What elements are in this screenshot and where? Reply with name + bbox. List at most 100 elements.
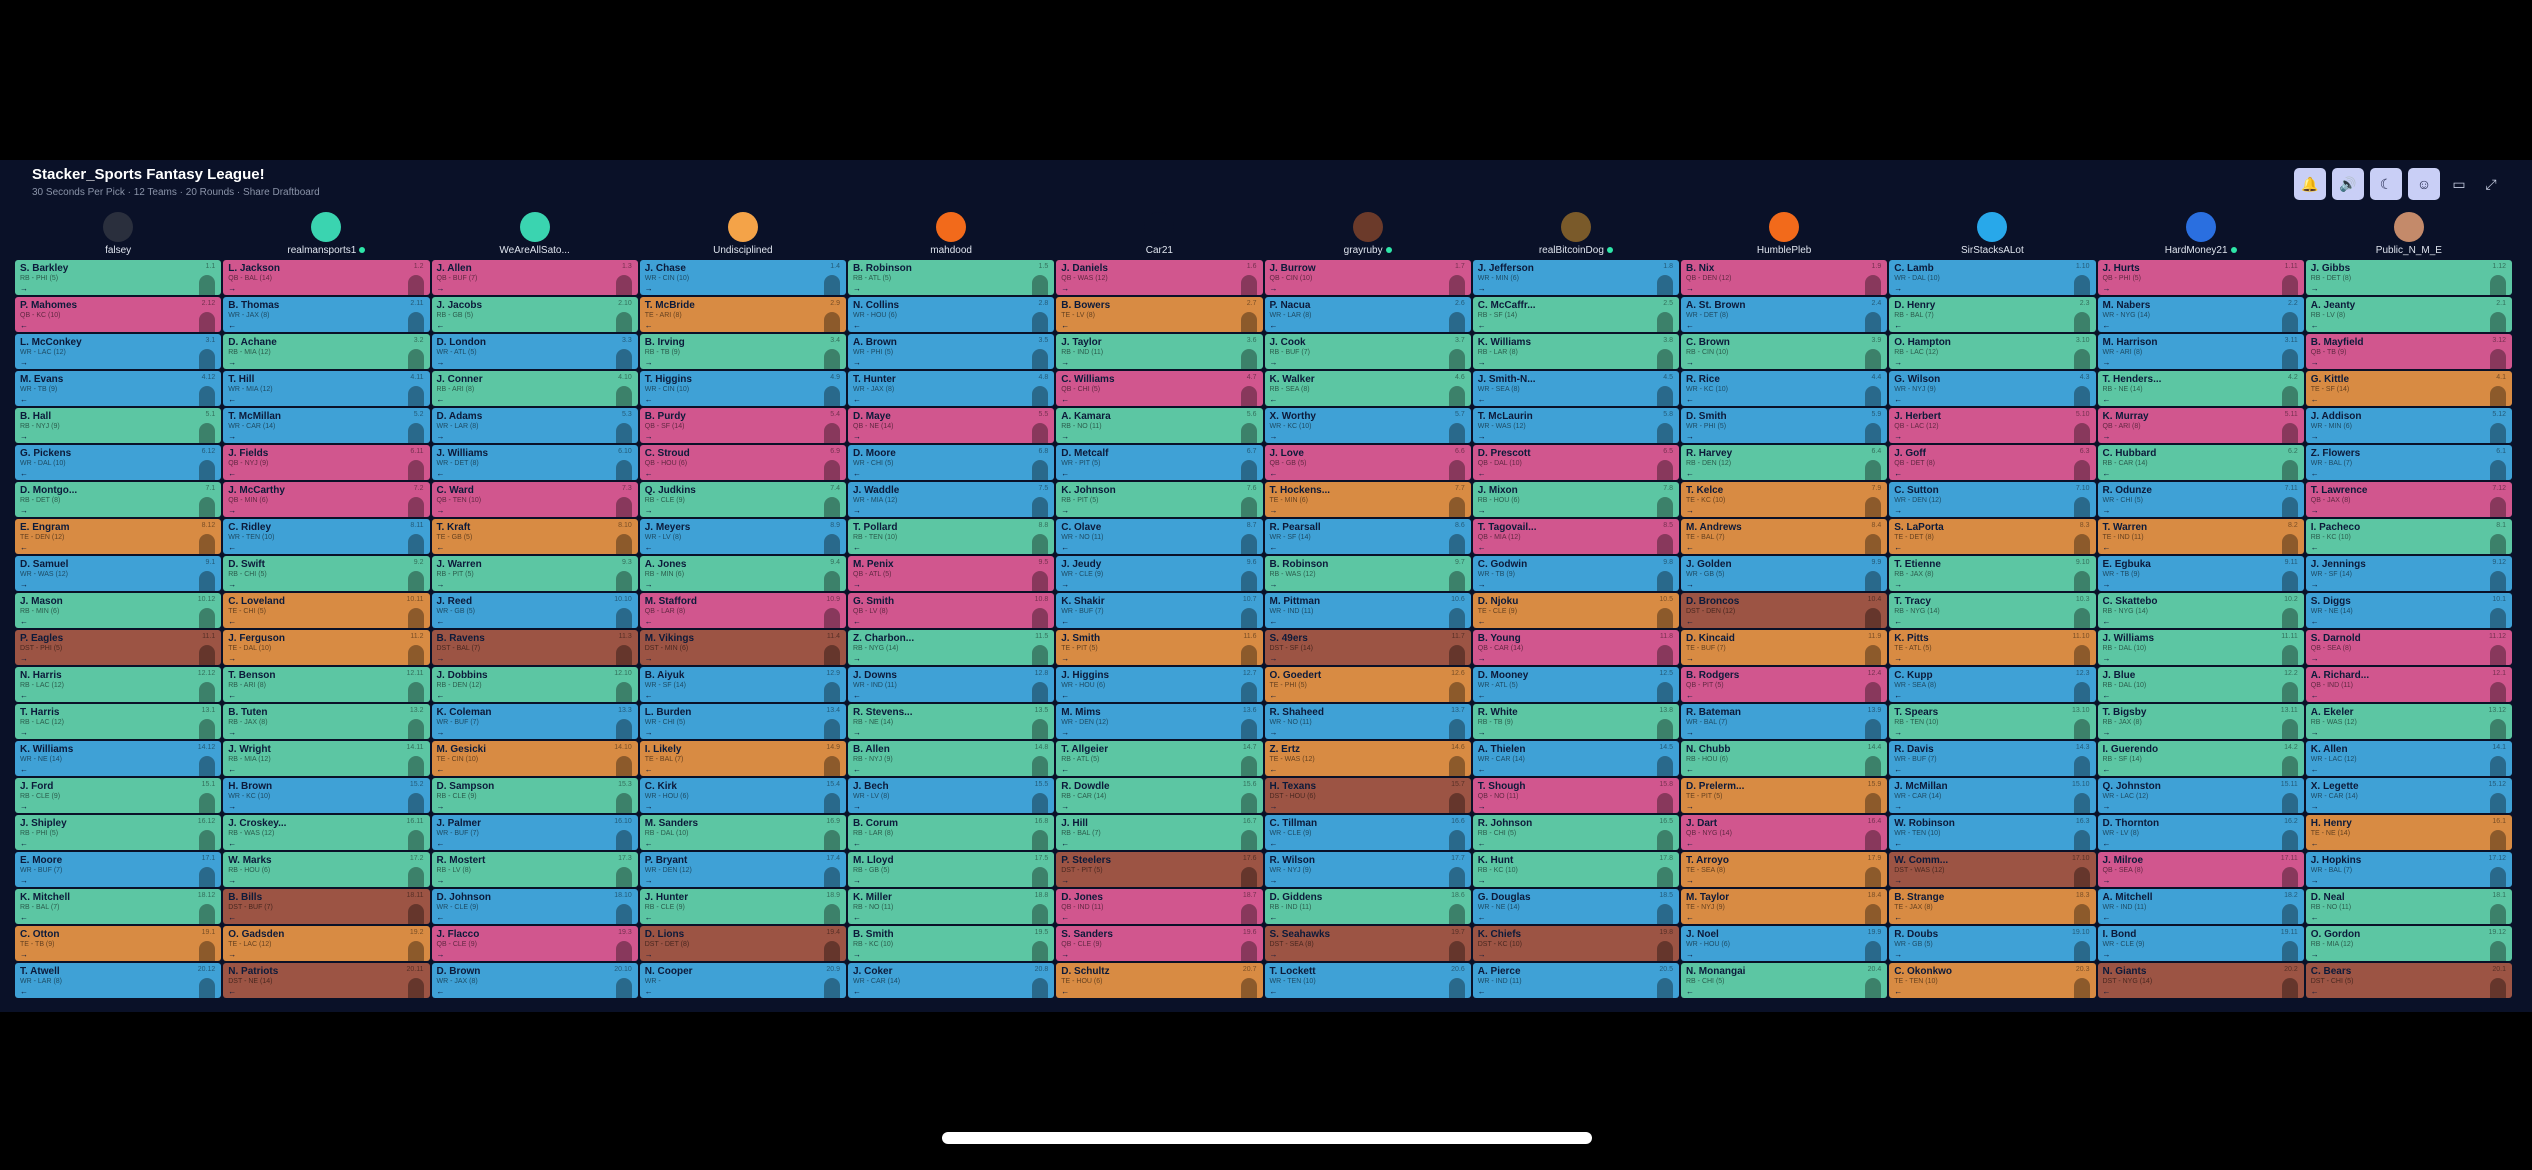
pick-cell[interactable]: Q. Johnston 15.11 WR - LAC (12) → bbox=[2097, 778, 2304, 813]
pick-cell[interactable]: B. Corum 16.8 RB - LAR (8) ← bbox=[848, 815, 1055, 850]
pick-cell[interactable]: T. Benson 12.11 RB - ARI (8) ← bbox=[223, 667, 430, 702]
pick-cell[interactable]: J. Love 6.6 QB - GB (5) ← bbox=[1264, 445, 1471, 480]
avatar[interactable] bbox=[2393, 212, 2424, 242]
pick-cell[interactable]: J. Downs 12.8 WR - IND (11) ← bbox=[848, 667, 1055, 702]
pick-cell[interactable]: D. Sampson 15.3 RB - CLE (9) → bbox=[431, 778, 638, 813]
pick-cell[interactable]: T. McLaurin 5.8 WR - WAS (12) → bbox=[1472, 408, 1679, 443]
pick-cell[interactable]: J. Jefferson 1.8 WR - MIN (6) → bbox=[1472, 260, 1679, 295]
pick-cell[interactable]: S. Sanders 19.6 QB - CLE (9) → bbox=[1056, 926, 1263, 961]
pick-cell[interactable]: D. Schultz 20.7 TE - HOU (6) ← bbox=[1056, 963, 1263, 998]
pick-cell[interactable]: M. Mims 13.6 WR - DEN (12) → bbox=[1056, 704, 1263, 739]
avatar[interactable] bbox=[1352, 212, 1383, 242]
pick-cell[interactable]: L. Burden 13.4 WR - CHI (5) → bbox=[639, 704, 846, 739]
pick-cell[interactable]: X. Legette 15.12 WR - CAR (14) → bbox=[2305, 778, 2512, 813]
pick-cell[interactable]: T. Lockett 20.6 WR - TEN (10) ← bbox=[1264, 963, 1471, 998]
pick-cell[interactable]: B. Robinson 1.5 RB - ATL (5) → bbox=[848, 260, 1055, 295]
pick-cell[interactable]: T. Tracy 10.3 RB - NYG (14) ← bbox=[1889, 593, 2096, 628]
pick-cell[interactable]: M. Lloyd 17.5 RB - GB (5) → bbox=[848, 852, 1055, 887]
pick-cell[interactable]: J. Burrow 1.7 QB - CIN (10) → bbox=[1264, 260, 1471, 295]
pick-cell[interactable]: C. Sutton 7.10 WR - DEN (12) → bbox=[1889, 482, 2096, 517]
pick-cell[interactable]: T. McBride 2.9 TE - ARI (8) ← bbox=[639, 297, 846, 332]
avatar[interactable] bbox=[727, 212, 758, 242]
pick-cell[interactable]: J. Smith 11.6 TE - PIT (5) → bbox=[1056, 630, 1263, 665]
pick-cell[interactable]: B. Bills 18.11 DST - BUF (7) ← bbox=[223, 889, 430, 924]
pick-cell[interactable]: R. Harvey 6.4 RB - DEN (12) ← bbox=[1681, 445, 1888, 480]
pick-cell[interactable]: D. Giddens 18.6 RB - IND (11) ← bbox=[1264, 889, 1471, 924]
pick-cell[interactable]: J. Jennings 9.12 WR - SF (14) → bbox=[2305, 556, 2512, 591]
team-column-header[interactable]: falsey bbox=[15, 212, 221, 257]
pick-cell[interactable]: D. Montgo... 7.1 RB - DET (8) → bbox=[15, 482, 222, 517]
pick-cell[interactable]: E. Egbuka 9.11 WR - TB (9) → bbox=[2097, 556, 2304, 591]
pick-cell[interactable]: M. Sanders 16.9 RB - DAL (10) ← bbox=[639, 815, 846, 850]
pick-cell[interactable]: M. Pittman 10.6 WR - IND (11) ← bbox=[1264, 593, 1471, 628]
pick-cell[interactable]: R. Stevens... 13.5 RB - NE (14) → bbox=[848, 704, 1055, 739]
pick-cell[interactable]: D. Moore 6.8 WR - CHI (5) ← bbox=[848, 445, 1055, 480]
pick-cell[interactable]: T. Kelce 7.9 TE - KC (10) → bbox=[1681, 482, 1888, 517]
pick-cell[interactable]: B. Strange 18.3 TE - JAX (8) ← bbox=[1889, 889, 2096, 924]
pick-cell[interactable]: R. Odunze 7.11 WR - CHI (5) → bbox=[2097, 482, 2304, 517]
pick-cell[interactable]: I. Bond 19.11 WR - CLE (9) → bbox=[2097, 926, 2304, 961]
pick-cell[interactable]: R. Wilson 17.7 WR - NYJ (9) → bbox=[1264, 852, 1471, 887]
pick-cell[interactable]: D. Samuel 9.1 WR - WAS (12) → bbox=[15, 556, 222, 591]
pick-cell[interactable]: J. Bech 15.5 WR - LV (8) → bbox=[848, 778, 1055, 813]
pick-cell[interactable]: Z. Charbon... 11.5 RB - NYG (14) → bbox=[848, 630, 1055, 665]
pick-cell[interactable]: R. Mostert 17.3 RB - LV (8) → bbox=[431, 852, 638, 887]
pick-cell[interactable]: N. Collins 2.8 WR - HOU (6) ← bbox=[848, 297, 1055, 332]
pick-cell[interactable]: J. Dobbins 12.10 RB - DEN (12) ← bbox=[431, 667, 638, 702]
pick-cell[interactable]: T. Henders... 4.2 RB - NE (14) ← bbox=[2097, 371, 2304, 406]
pick-cell[interactable]: D. London 3.3 WR - ATL (5) → bbox=[431, 334, 638, 369]
pick-cell[interactable]: J. Jeudy 9.6 WR - CLE (9) → bbox=[1056, 556, 1263, 591]
pick-cell[interactable]: J. Daniels 1.6 QB - WAS (12) → bbox=[1056, 260, 1263, 295]
pick-cell[interactable]: M. Penix 9.5 QB - ATL (5) → bbox=[848, 556, 1055, 591]
pick-cell[interactable]: J. Addison 5.12 WR - MIN (6) → bbox=[2305, 408, 2512, 443]
pick-cell[interactable]: D. Brown 20.10 WR - JAX (8) ← bbox=[431, 963, 638, 998]
pick-cell[interactable]: B. Smith 19.5 RB - KC (10) → bbox=[848, 926, 1055, 961]
pick-cell[interactable]: T. Spears 13.10 RB - TEN (10) → bbox=[1889, 704, 2096, 739]
avatar[interactable] bbox=[1144, 212, 1175, 242]
pick-cell[interactable]: C. Kupp 12.3 WR - SEA (8) ← bbox=[1889, 667, 2096, 702]
pick-cell[interactable]: K. Pitts 11.10 TE - ATL (5) → bbox=[1889, 630, 2096, 665]
pick-cell[interactable]: T. Atwell 20.12 WR - LAR (8) ← bbox=[15, 963, 222, 998]
pick-cell[interactable]: J. Wright 14.11 RB - MIA (12) ← bbox=[223, 741, 430, 776]
pick-cell[interactable]: M. Stafford 10.9 QB - LAR (8) ← bbox=[639, 593, 846, 628]
pick-cell[interactable]: A. Pierce 20.5 WR - IND (11) ← bbox=[1472, 963, 1679, 998]
pick-cell[interactable]: S. Darnold 11.12 QB - SEA (8) → bbox=[2305, 630, 2512, 665]
pick-cell[interactable]: C. Lamb 1.10 WR - DAL (10) → bbox=[1889, 260, 2096, 295]
pick-cell[interactable]: J. Hunter 18.9 RB - CLE (9) ← bbox=[639, 889, 846, 924]
pick-cell[interactable]: D. Mooney 12.5 WR - ATL (5) ← bbox=[1472, 667, 1679, 702]
team-column-header[interactable]: HardMoney21 bbox=[2098, 212, 2304, 257]
pick-cell[interactable]: K. Walker 4.6 RB - SEA (8) ← bbox=[1264, 371, 1471, 406]
pick-cell[interactable]: T. Tagovail... 8.5 QB - MIA (12) ← bbox=[1472, 519, 1679, 554]
pick-cell[interactable]: B. Allen 14.8 RB - NYJ (9) ← bbox=[848, 741, 1055, 776]
pick-cell[interactable]: J. Herbert 5.10 QB - LAC (12) → bbox=[1889, 408, 2096, 443]
pick-cell[interactable]: J. Blue 12.2 RB - DAL (10) ← bbox=[2097, 667, 2304, 702]
pick-cell[interactable]: K. Coleman 13.3 WR - BUF (7) → bbox=[431, 704, 638, 739]
pick-cell[interactable]: Z. Flowers 6.1 WR - BAL (7) ← bbox=[2305, 445, 2512, 480]
pick-cell[interactable]: T. Lawrence 7.12 QB - JAX (8) → bbox=[2305, 482, 2512, 517]
team-column-header[interactable]: mahdood bbox=[848, 212, 1054, 257]
pick-cell[interactable]: J. Palmer 16.10 WR - BUF (7) ← bbox=[431, 815, 638, 850]
pick-cell[interactable]: J. Higgins 12.7 WR - HOU (6) ← bbox=[1056, 667, 1263, 702]
pick-cell[interactable]: O. Gadsden 19.2 TE - LAC (12) → bbox=[223, 926, 430, 961]
pick-cell[interactable]: A. Ekeler 13.12 RB - WAS (12) → bbox=[2305, 704, 2512, 739]
pick-cell[interactable]: C. Stroud 6.9 QB - HOU (6) ← bbox=[639, 445, 846, 480]
pick-cell[interactable]: S. LaPorta 8.3 TE - DET (8) ← bbox=[1889, 519, 2096, 554]
pick-cell[interactable]: R. Davis 14.3 WR - BUF (7) ← bbox=[1889, 741, 2096, 776]
avatar[interactable] bbox=[936, 212, 967, 242]
avatar[interactable] bbox=[1560, 212, 1591, 242]
pick-cell[interactable]: N. Giants 20.2 DST - NYG (14) ← bbox=[2097, 963, 2304, 998]
pick-cell[interactable]: T. Pollard 8.8 RB - TEN (10) ← bbox=[848, 519, 1055, 554]
pick-cell[interactable]: M. Vikings 11.4 DST - MIN (6) → bbox=[639, 630, 846, 665]
team-column-header[interactable]: Car21 bbox=[1056, 212, 1262, 257]
pick-cell[interactable]: I. Guerendo 14.2 RB - SF (14) ← bbox=[2097, 741, 2304, 776]
pick-cell[interactable]: E. Moore 17.1 WR - BUF (7) → bbox=[15, 852, 222, 887]
pick-cell[interactable]: L. Jackson 1.2 QB - BAL (14) → bbox=[223, 260, 430, 295]
pick-cell[interactable]: P. Bryant 17.4 WR - DEN (12) → bbox=[639, 852, 846, 887]
pick-cell[interactable]: D. Prescott 6.5 QB - DAL (10) ← bbox=[1472, 445, 1679, 480]
pick-cell[interactable]: T. Higgins 4.9 WR - CIN (10) ← bbox=[639, 371, 846, 406]
pick-cell[interactable]: S. 49ers 11.7 DST - SF (14) → bbox=[1264, 630, 1471, 665]
pick-cell[interactable]: C. Olave 8.7 WR - NO (11) ← bbox=[1056, 519, 1263, 554]
pick-cell[interactable]: A. Mitchell 18.2 WR - IND (11) ← bbox=[2097, 889, 2304, 924]
avatar[interactable] bbox=[1977, 212, 2008, 242]
pick-cell[interactable]: K. Mitchell 18.12 RB - BAL (7) ← bbox=[15, 889, 222, 924]
